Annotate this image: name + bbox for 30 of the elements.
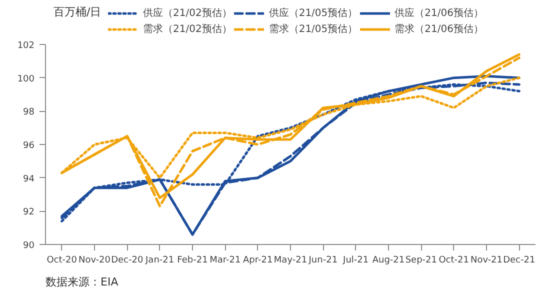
x-tick-label: Nov-21	[470, 256, 503, 266]
legend-label: 需求（21/02预估）	[143, 22, 232, 36]
legend-label: 供应（21/05预估）	[268, 6, 358, 20]
y-tick-label: 98	[23, 108, 35, 118]
x-tick-label: Dec-21	[503, 256, 536, 266]
x-tick-label: Jun-21	[308, 256, 338, 266]
y-tick-label: 92	[23, 208, 34, 218]
legend-label: 供应（21/06预估）	[394, 6, 484, 20]
y-tick-label: 94	[23, 174, 35, 184]
x-tick-label: Jul-21	[342, 256, 369, 266]
x-tick-label: Mar-21	[210, 256, 241, 266]
x-tick-label: Oct-21	[438, 256, 469, 266]
y-axis-title: 百万桶/日	[54, 6, 102, 18]
x-tick-label: Feb-21	[177, 256, 208, 266]
legend-label: 需求（21/05预估）	[268, 22, 358, 36]
x-tick-label: Dec-20	[111, 256, 144, 266]
legend-label: 供应（21/02预估）	[143, 6, 232, 20]
x-tick-label: Jan-21	[144, 256, 174, 266]
x-tick-label: Aug-21	[372, 256, 405, 266]
x-tick-label: Oct-20	[46, 256, 78, 266]
y-tick-label: 102	[17, 41, 35, 51]
x-tick-label: Apr-21	[242, 256, 273, 266]
y-tick-label: 96	[23, 141, 35, 151]
x-tick-label: Nov-20	[78, 256, 111, 266]
x-tick-label: Sep-21	[405, 256, 438, 266]
y-tick-label: 90	[23, 241, 35, 251]
y-tick-label: 100	[17, 74, 35, 84]
legend-label: 需求（21/06预估）	[394, 22, 484, 36]
source-note: 数据来源：EIA	[46, 276, 119, 288]
x-tick-label: May-21	[274, 256, 308, 266]
